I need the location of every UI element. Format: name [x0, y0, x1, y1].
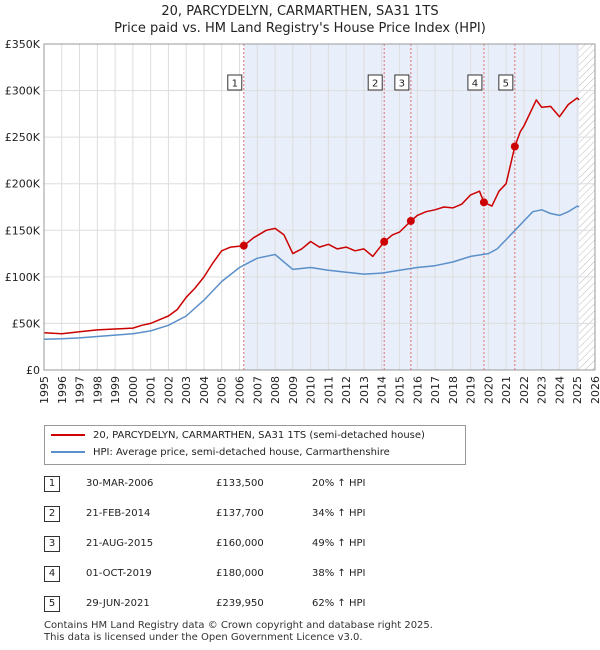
- x-tick-label: 2014: [376, 376, 389, 404]
- sale-price: £133,500: [216, 478, 264, 489]
- x-tick-label: 2004: [198, 376, 211, 404]
- sale-hpi: 20% ↑ HPI: [312, 478, 366, 489]
- sale-marker-box: [394, 74, 410, 91]
- x-tick-label: 1996: [56, 376, 69, 404]
- x-tick-label: 2015: [393, 376, 406, 404]
- sale-date: 29-JUN-2021: [86, 598, 150, 609]
- y-tick-label: £100K: [5, 271, 41, 284]
- sale-marker-label: 4: [472, 79, 478, 90]
- x-tick-label: 2005: [216, 376, 229, 404]
- x-tick-label: 2001: [145, 376, 158, 404]
- sale-hpi: 49% ↑ HPI: [312, 538, 366, 549]
- sale-marker-box: [467, 74, 483, 91]
- x-tick-label: 2013: [358, 376, 371, 404]
- sale-marker-label: 3: [399, 79, 405, 90]
- table-row: 5 29-JUN-2021 £239,950 62% ↑ HPI: [44, 596, 464, 612]
- sale-marker-box: [227, 74, 243, 91]
- table-row: 2 21-FEB-2014 £137,700 34% ↑ HPI: [44, 506, 464, 522]
- legend-item-hpi: HPI: Average price, semi-detached house,…: [51, 445, 390, 461]
- sale-marker-label: 1: [232, 79, 238, 90]
- sale-number: 3: [44, 536, 60, 552]
- x-tick-label: 2010: [305, 376, 318, 404]
- sale-date: 21-AUG-2015: [86, 538, 154, 549]
- y-tick-label: £150K: [5, 224, 41, 237]
- sale-date: 21-FEB-2014: [86, 508, 151, 519]
- table-row: 3 21-AUG-2015 £160,000 49% ↑ HPI: [44, 536, 464, 552]
- x-tick-label: 2009: [287, 376, 300, 404]
- legend-item-property: 20, PARCYDELYN, CARMARTHEN, SA31 1TS (se…: [51, 428, 425, 444]
- legend-label-property: 20, PARCYDELYN, CARMARTHEN, SA31 1TS (se…: [93, 430, 425, 441]
- x-tick-label: 2012: [340, 376, 353, 404]
- footer: Contains HM Land Registry data © Crown c…: [44, 620, 433, 644]
- legend-label-hpi: HPI: Average price, semi-detached house,…: [93, 447, 390, 458]
- y-tick-label: £300K: [5, 85, 41, 98]
- x-tick-label: 1999: [109, 376, 122, 404]
- ownership-shade: [243, 44, 580, 370]
- sale-marker-label: 2: [372, 79, 378, 90]
- x-tick-label: 2006: [234, 376, 247, 404]
- y-tick-label: £350K: [5, 38, 41, 51]
- x-tick-label: 2026: [589, 376, 600, 404]
- y-tick-label: £200K: [5, 178, 41, 191]
- chart-title: 20, PARCYDELYN, CARMARTHEN, SA31 1TS: [161, 4, 439, 19]
- sale-point: [510, 142, 519, 151]
- sale-number: 2: [44, 506, 60, 522]
- sale-point: [380, 237, 389, 246]
- x-tick-label: 2018: [447, 376, 460, 404]
- footer-copyright: Contains HM Land Registry data © Crown c…: [44, 620, 433, 631]
- sale-number: 1: [44, 476, 60, 492]
- y-tick-label: £0: [26, 364, 40, 377]
- x-tick-label: 2017: [429, 376, 442, 404]
- sale-price: £239,950: [216, 598, 264, 609]
- x-tick-label: 1995: [38, 376, 51, 404]
- sale-price: £180,000: [216, 568, 264, 579]
- plot-frame: [43, 43, 596, 371]
- sale-marker-label: 5: [503, 79, 509, 90]
- hpi-line: [43, 205, 580, 341]
- table-row: 1 30-MAR-2006 £133,500 20% ↑ HPI: [44, 476, 464, 492]
- x-tick-label: 2000: [127, 376, 140, 404]
- x-tick-label: 2024: [553, 376, 566, 404]
- x-tick-label: 2019: [465, 376, 478, 404]
- x-tick-label: 2007: [251, 376, 264, 404]
- sale-point: [239, 241, 248, 250]
- price-chart: £0 £50K £100K £150K £200K £250K £300K £350K 1995…: [5, 38, 600, 404]
- sale-point: [479, 198, 488, 207]
- legend-swatch-hpi: [51, 451, 85, 453]
- x-tick-label: 1998: [91, 376, 104, 404]
- x-tick-label: 2008: [269, 376, 282, 404]
- sale-number: 4: [44, 566, 60, 582]
- legend: 20, PARCYDELYN, CARMARTHEN, SA31 1TS (se…: [44, 425, 466, 465]
- sale-hpi: 38% ↑ HPI: [312, 568, 366, 579]
- x-tick-label: 2025: [571, 376, 584, 404]
- x-tick-label: 2022: [518, 376, 531, 404]
- sale-point: [406, 216, 415, 225]
- y-tick-label: £250K: [5, 131, 41, 144]
- x-tick-label: 2002: [162, 376, 175, 404]
- x-tick-label: 2011: [322, 376, 335, 404]
- y-tick-label: £50K: [12, 317, 41, 330]
- x-tick-label: 1997: [74, 376, 87, 404]
- sale-hpi: 62% ↑ HPI: [312, 598, 366, 609]
- chart-subtitle: Price paid vs. HM Land Registry's House …: [114, 21, 486, 36]
- forecast-hatch: [579, 44, 595, 370]
- x-tick-label: 2003: [180, 376, 193, 404]
- sale-number: 5: [44, 596, 60, 612]
- sale-price: £137,700: [216, 508, 264, 519]
- x-tick-label: 2021: [500, 376, 513, 404]
- sale-hpi: 34% ↑ HPI: [312, 508, 366, 519]
- x-tick-label: 2020: [482, 376, 495, 404]
- sale-marker-box: [498, 74, 514, 91]
- sale-date: 01-OCT-2019: [86, 568, 152, 579]
- sale-marker-box: [367, 74, 383, 91]
- sale-price: £160,000: [216, 538, 264, 549]
- legend-swatch-property: [51, 434, 85, 436]
- x-tick-label: 2023: [536, 376, 549, 404]
- table-row: 4 01-OCT-2019 £180,000 38% ↑ HPI: [44, 566, 464, 582]
- sale-date: 30-MAR-2006: [86, 478, 154, 489]
- footer-licence: This data is licensed under the Open Gov…: [44, 632, 363, 643]
- x-tick-label: 2016: [411, 376, 424, 404]
- property-line: [43, 97, 580, 335]
